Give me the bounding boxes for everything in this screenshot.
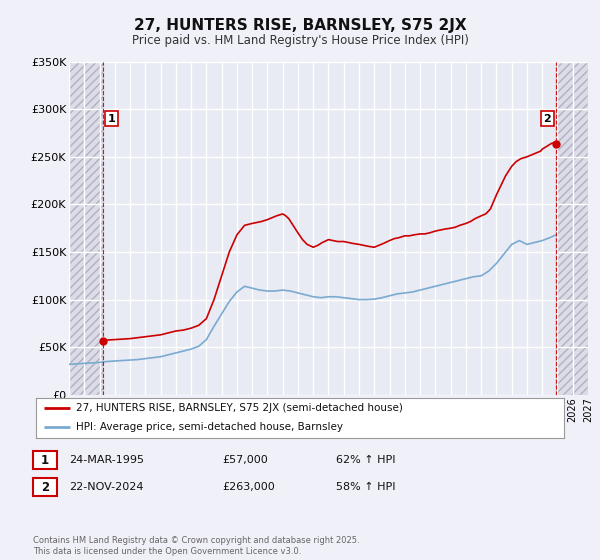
Text: 62% ↑ HPI: 62% ↑ HPI bbox=[336, 455, 395, 465]
Text: 27, HUNTERS RISE, BARNSLEY, S75 2JX (semi-detached house): 27, HUNTERS RISE, BARNSLEY, S75 2JX (sem… bbox=[76, 404, 403, 413]
Text: £263,000: £263,000 bbox=[222, 482, 275, 492]
Text: 2: 2 bbox=[544, 114, 551, 124]
Text: HPI: Average price, semi-detached house, Barnsley: HPI: Average price, semi-detached house,… bbox=[76, 422, 343, 432]
Text: 24-MAR-1995: 24-MAR-1995 bbox=[69, 455, 144, 465]
Text: Price paid vs. HM Land Registry's House Price Index (HPI): Price paid vs. HM Land Registry's House … bbox=[131, 34, 469, 46]
Text: 2: 2 bbox=[41, 480, 49, 494]
Text: 1: 1 bbox=[107, 114, 115, 124]
Text: £57,000: £57,000 bbox=[222, 455, 268, 465]
Text: 22-NOV-2024: 22-NOV-2024 bbox=[69, 482, 143, 492]
Text: Contains HM Land Registry data © Crown copyright and database right 2025.
This d: Contains HM Land Registry data © Crown c… bbox=[33, 536, 359, 556]
Text: 1: 1 bbox=[41, 454, 49, 467]
Text: 58% ↑ HPI: 58% ↑ HPI bbox=[336, 482, 395, 492]
Text: 27, HUNTERS RISE, BARNSLEY, S75 2JX: 27, HUNTERS RISE, BARNSLEY, S75 2JX bbox=[134, 18, 466, 33]
